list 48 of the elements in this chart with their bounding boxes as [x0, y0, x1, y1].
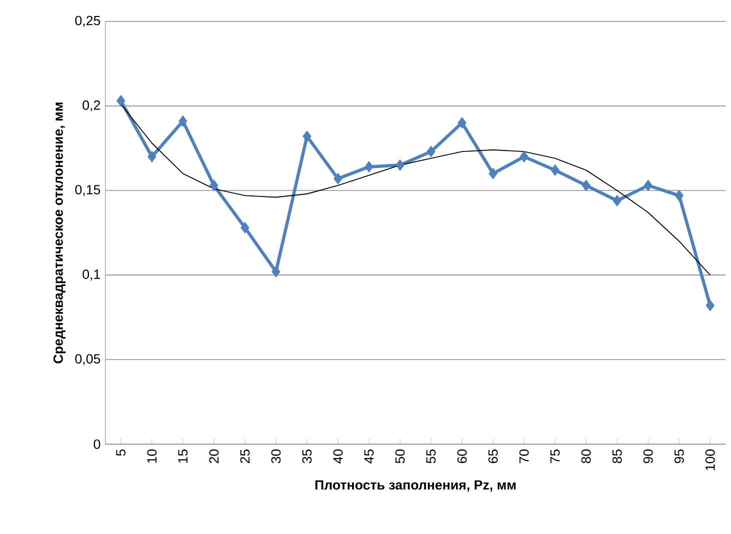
- x-tick-label: 50: [395, 450, 405, 464]
- point: [240, 222, 250, 234]
- point: [396, 160, 404, 171]
- x-tick-label: 35: [302, 450, 312, 464]
- x-tick-label: 100: [705, 450, 715, 470]
- x-tick-label: 85: [612, 450, 622, 464]
- x-tick-label: 30: [271, 450, 281, 464]
- x-tick-label: 75: [550, 450, 560, 464]
- y-tick-label: 0,2: [82, 100, 100, 112]
- x-tick-label: 20: [209, 450, 219, 464]
- point: [520, 151, 528, 163]
- x-tick-label: 45: [364, 450, 374, 464]
- y-tick-label: 0,1: [82, 270, 100, 281]
- point: [364, 161, 374, 173]
- point: [550, 164, 560, 176]
- point: [488, 168, 498, 180]
- y-tick-label: 0,15: [75, 185, 100, 196]
- point: [582, 180, 590, 192]
- point: [210, 180, 218, 192]
- x-tick-label: 10: [147, 450, 157, 463]
- x-tick-label: 70: [519, 450, 529, 464]
- x-tick-label: 80: [581, 450, 591, 464]
- point: [426, 146, 436, 158]
- x-axis-title: Плотность заполнения, Pz, мм: [315, 480, 516, 492]
- x-tick-label: 15: [178, 450, 188, 463]
- y-tick-label: 0: [94, 440, 100, 450]
- point: [302, 130, 312, 142]
- x-tick-label: 90: [643, 450, 653, 464]
- point: [644, 180, 652, 192]
- point: [272, 266, 280, 278]
- point: [458, 117, 466, 129]
- point: [148, 151, 156, 163]
- y-axis-title: Среднеквадратическое отклонение, мм: [53, 102, 66, 364]
- point: [612, 195, 622, 207]
- y-tick-label: 0,25: [75, 16, 100, 28]
- x-tick-label: 60: [457, 450, 467, 464]
- x-tick-label: 40: [333, 450, 343, 464]
- point: [674, 190, 684, 202]
- y-tick-label: 0,05: [75, 354, 100, 366]
- point: [334, 173, 342, 185]
- point: [178, 116, 188, 128]
- x-tick-label: 55: [426, 450, 436, 464]
- x-tick-label: 25: [240, 450, 250, 464]
- point: [116, 95, 126, 107]
- x-tick-label: 65: [488, 450, 498, 464]
- x-tick-label: 95: [674, 450, 684, 464]
- x-tick-label: 5: [116, 450, 126, 456]
- point: [706, 300, 715, 312]
